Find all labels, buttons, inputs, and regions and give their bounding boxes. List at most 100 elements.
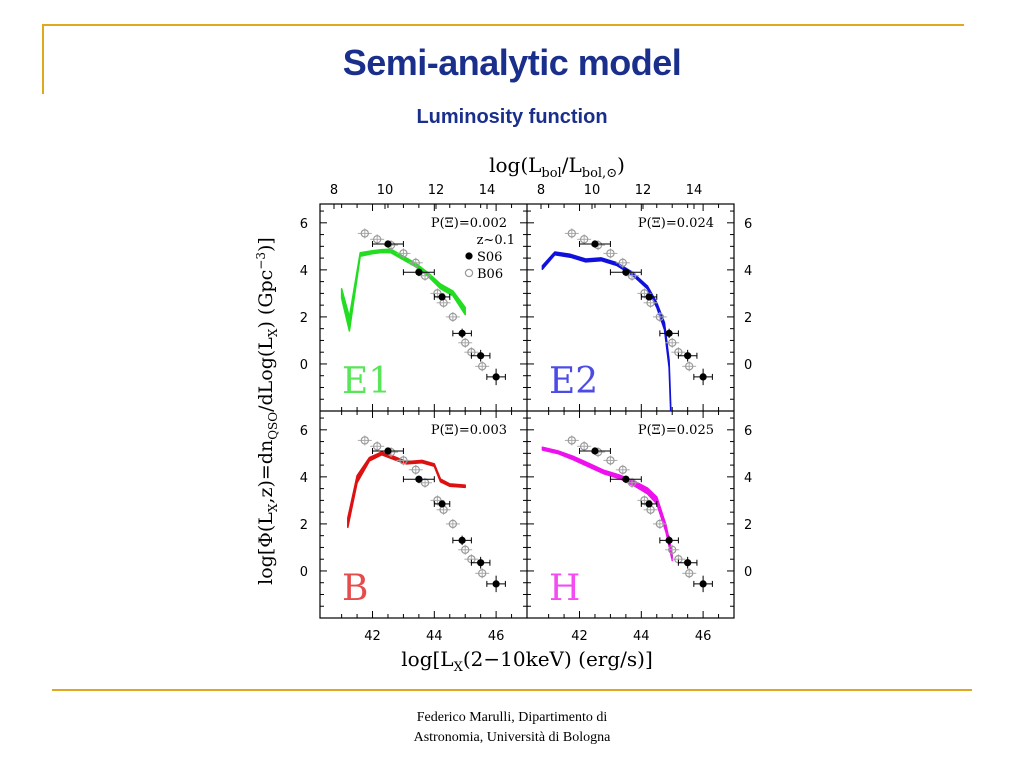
b06-point [685, 569, 694, 578]
s06-point [458, 536, 466, 544]
s06-point [492, 580, 500, 588]
legend-b06-marker [464, 268, 474, 278]
footer-line-2: Astronomia, Università di Bologna [413, 730, 611, 745]
s06-point [415, 475, 423, 483]
b06-point [567, 229, 576, 238]
b06-point [399, 249, 408, 258]
b06-point [478, 569, 487, 578]
top-tick-label: 8 [330, 183, 338, 198]
panel-probability: P(Ξ)=0.003 [431, 423, 507, 438]
s06-point [591, 447, 599, 455]
b06-point [399, 456, 408, 465]
b06-point [668, 545, 677, 554]
top-tick-label: 10 [377, 183, 394, 198]
x-axis-title: log[LX(2−10keV) (erg/s)] [401, 647, 653, 675]
b06-point [478, 362, 487, 371]
y-tick-label-right: 0 [744, 358, 752, 373]
s06-point [699, 373, 707, 381]
s06-point [492, 373, 500, 381]
b06-point [411, 465, 420, 475]
s06-point [477, 352, 485, 360]
b06-point [411, 258, 420, 268]
x-tick-label: 46 [488, 629, 505, 644]
left-rule [42, 24, 44, 94]
b06-point [461, 545, 470, 554]
x-tick-label: 42 [571, 629, 588, 644]
b06-point [655, 312, 665, 322]
s06-point [684, 559, 692, 567]
y-tick-label: 4 [300, 471, 308, 486]
b06-point [606, 456, 615, 465]
panel-label-b: B [342, 568, 368, 609]
y-axis-title: log[Φ(LX,z)=dnQSO/dLog(LX) (Gpc−3)] [254, 237, 280, 585]
b06-point [448, 312, 458, 322]
y-tick-label: 2 [300, 518, 308, 533]
footer: Federico Marulli, Dipartimento di Astron… [0, 708, 1024, 748]
b06-point [567, 436, 576, 445]
s06-point [477, 559, 485, 567]
y-tick-label-right: 6 [744, 424, 752, 439]
model-band-e2 [541, 251, 672, 411]
model-band-h [541, 446, 673, 562]
s06-point [438, 500, 446, 508]
s06-point [384, 447, 392, 455]
s06-point [684, 352, 692, 360]
top-rule [42, 24, 964, 26]
b06-point [372, 442, 382, 451]
b06-point [618, 465, 627, 475]
x-tick-label: 44 [633, 629, 650, 644]
s06-point [384, 240, 392, 248]
b06-point [579, 442, 589, 451]
panel-probability: P(Ξ)=0.024 [638, 216, 714, 231]
top-tick-label: 12 [428, 183, 445, 198]
y-tick-label: 2 [300, 311, 308, 326]
model-band-b [347, 451, 466, 529]
y-tick-label: 6 [300, 424, 308, 439]
b06-point [360, 229, 369, 238]
y-tick-label: 4 [300, 264, 308, 279]
y-tick-label-right: 0 [744, 565, 752, 580]
x-tick-label: 44 [426, 629, 443, 644]
s06-point [458, 329, 466, 337]
b06-point [685, 362, 694, 371]
y-tick-label: 6 [300, 217, 308, 232]
legend-s06-label: S06 [477, 250, 502, 265]
b06-point [668, 338, 677, 347]
model-band-e1 [340, 248, 466, 332]
y-tick-label-right: 4 [744, 471, 752, 486]
legend-b06-label: B06 [477, 267, 503, 282]
panel-label-e2: E2 [549, 361, 598, 402]
s06-point [699, 580, 707, 588]
y-tick-label-right: 2 [744, 518, 752, 533]
legend-s06-marker [465, 252, 473, 260]
top-tick-label: 14 [686, 183, 703, 198]
s06-point [591, 240, 599, 248]
y-tick-label-right: 4 [744, 264, 752, 279]
s06-point [645, 500, 653, 508]
s06-point [665, 329, 673, 337]
slide-subtitle: Luminosity function [416, 106, 608, 128]
s06-point [622, 475, 630, 483]
b06-point [448, 519, 458, 529]
panel-label-h: H [549, 568, 580, 609]
top-tick-label: 12 [635, 183, 652, 198]
slide-title: Semi-analytic model [342, 42, 682, 83]
s06-point [415, 268, 423, 276]
legend-redshift: z~0.1 [477, 233, 515, 248]
bottom-rule [52, 689, 972, 691]
footer-line-1: Federico Marulli, Dipartimento di [416, 710, 608, 725]
s06-point [665, 536, 673, 544]
top-tick-label: 10 [584, 183, 601, 198]
x-tick-label: 46 [695, 629, 712, 644]
b06-point [372, 235, 382, 244]
b06-point [360, 436, 369, 445]
b06-point [579, 235, 589, 244]
panel-probability: P(Ξ)=0.025 [638, 423, 714, 438]
y-tick-label-right: 2 [744, 311, 752, 326]
top-tick-label: 14 [479, 183, 496, 198]
s06-point [622, 268, 630, 276]
s06-point [438, 293, 446, 301]
top-tick-label: 8 [537, 183, 545, 198]
s06-point [645, 293, 653, 301]
